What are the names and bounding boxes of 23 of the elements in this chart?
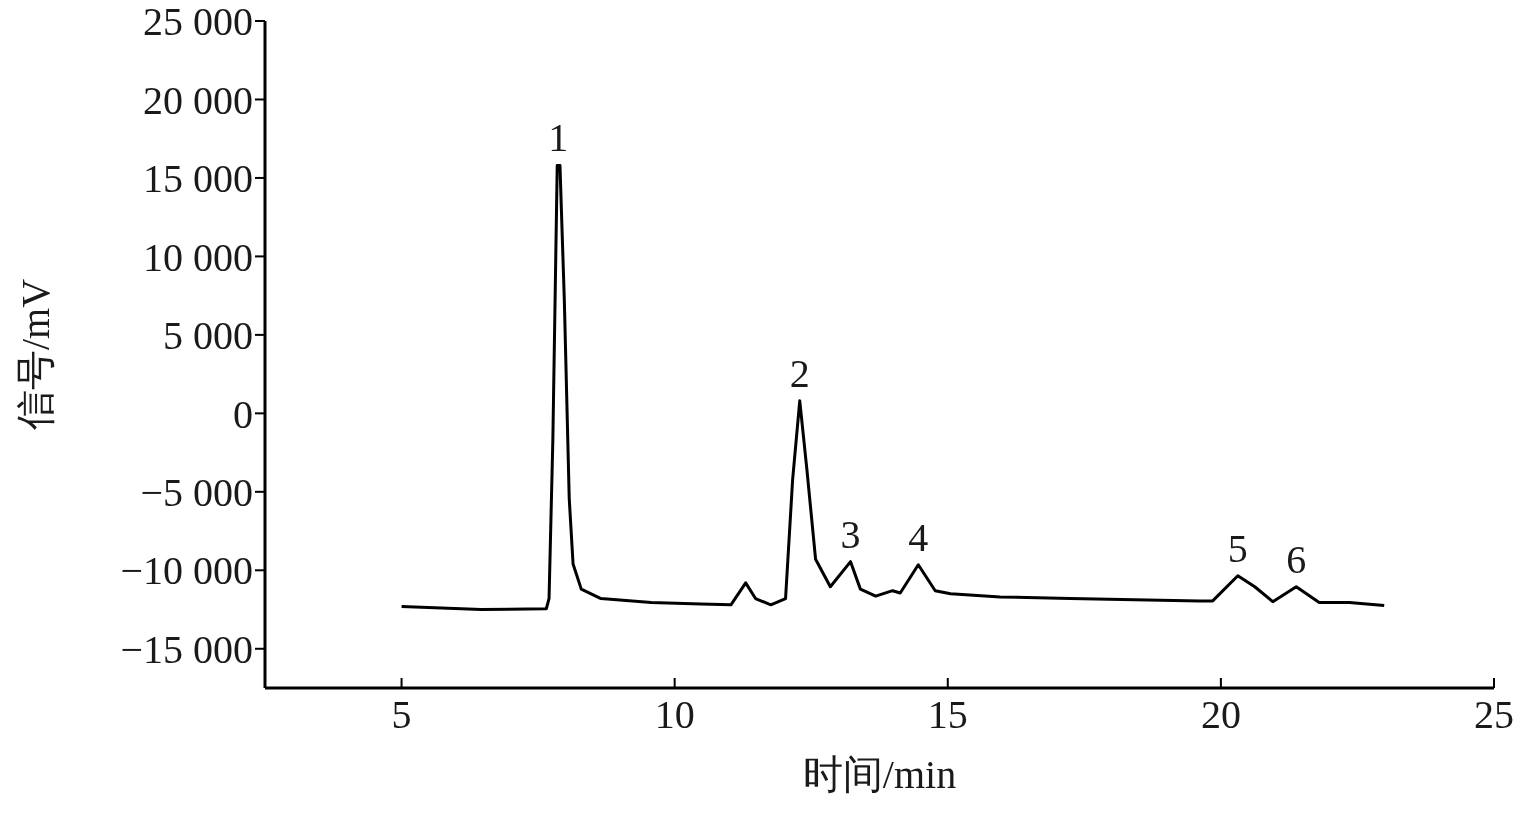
line-series bbox=[400, 163, 1386, 612]
y-tick-label: 10 000 bbox=[143, 234, 253, 280]
y-tick-label: 5 000 bbox=[163, 313, 253, 359]
y-axis-title: 信号/mV bbox=[13, 278, 59, 431]
x-tick-label: 20 bbox=[1200, 692, 1241, 738]
x-tick-label: 25 bbox=[1474, 692, 1514, 738]
annotation: 5 bbox=[1227, 525, 1248, 571]
annotation: 1 bbox=[548, 115, 569, 161]
y-tick-label: 15 000 bbox=[143, 156, 253, 202]
y-tick-label: −10 000 bbox=[120, 548, 253, 594]
x-axis-title: 时间/min bbox=[802, 752, 957, 798]
y-tick-label: 25 000 bbox=[143, 0, 253, 45]
annotation: 2 bbox=[789, 350, 810, 396]
y-tick-label: −15 000 bbox=[120, 626, 253, 672]
y-tick-label: 20 000 bbox=[143, 77, 253, 123]
x-tick-label: 5 bbox=[391, 692, 412, 738]
annotation: 4 bbox=[908, 514, 929, 560]
y-tick-label: −5 000 bbox=[140, 470, 253, 516]
x-tick-label: 15 bbox=[927, 692, 968, 738]
x-tick-label: 10 bbox=[654, 692, 695, 738]
annotation: 3 bbox=[840, 511, 861, 557]
annotation: 6 bbox=[1286, 536, 1307, 582]
y-tick-label: 0 bbox=[233, 391, 253, 437]
